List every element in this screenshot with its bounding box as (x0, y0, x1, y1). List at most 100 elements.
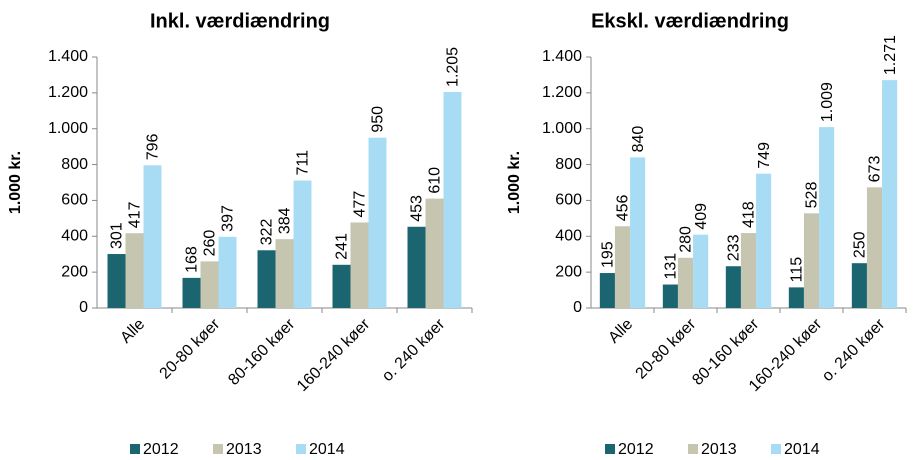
value-label: 397 (220, 205, 237, 232)
bar (275, 239, 294, 308)
x-tick-label: 20-80 køer (157, 315, 224, 382)
y-tick-label: 400 (555, 228, 582, 245)
y-tick-label: 1.000 (48, 120, 88, 137)
value-label: 453 (409, 195, 426, 222)
bar (677, 257, 694, 308)
bar (350, 222, 369, 308)
bar (866, 187, 883, 308)
value-label: 528 (804, 182, 821, 209)
x-tick-label: Alle (605, 316, 636, 347)
legend-swatch (688, 444, 698, 454)
value-label: 115 (789, 257, 806, 283)
value-label: 840 (630, 126, 647, 153)
value-label: 250 (852, 231, 869, 258)
bar (107, 254, 126, 308)
value-label: 418 (741, 201, 758, 228)
bar (293, 180, 312, 308)
value-label: 417 (127, 201, 144, 228)
bar (182, 277, 201, 308)
value-label: 673 (867, 156, 884, 183)
legend-label: 2014 (784, 441, 820, 458)
legend-swatch (296, 444, 306, 454)
x-tick-label: o. 240 køer (819, 315, 889, 385)
bar (332, 264, 351, 308)
bar (693, 234, 709, 308)
bar (851, 263, 867, 308)
bar (882, 80, 898, 308)
x-tick-label: Alle (117, 316, 148, 347)
bar (662, 284, 678, 308)
legend-label: 2014 (309, 441, 345, 458)
legend-label: 2013 (226, 441, 262, 458)
bar (614, 226, 631, 308)
value-label: 1.271 (882, 35, 899, 75)
y-axis-label: 1.000 kr. (7, 151, 24, 214)
bar (630, 157, 646, 308)
y-axis-label: 1.000 kr. (506, 151, 523, 214)
value-label: 322 (259, 218, 276, 245)
bar (740, 233, 757, 308)
value-label: 1.205 (445, 47, 462, 87)
y-tick-label: 0 (573, 299, 582, 316)
x-tick-label: 160-240 køer (294, 315, 374, 395)
legend-swatch (605, 444, 615, 454)
value-label: 384 (277, 207, 294, 234)
bar (599, 273, 615, 308)
value-label: 477 (352, 191, 369, 218)
y-tick-label: 0 (79, 299, 88, 316)
bar (756, 173, 772, 308)
value-label: 260 (202, 230, 219, 257)
value-label: 168 (184, 246, 201, 273)
value-label: 233 (726, 234, 743, 261)
y-tick-label: 400 (61, 228, 88, 245)
bar (425, 198, 444, 308)
value-label: 409 (693, 203, 710, 230)
value-label: 131 (663, 253, 680, 280)
legend-swatch (771, 444, 781, 454)
value-label: 241 (334, 233, 351, 260)
bar (125, 233, 144, 308)
legend-label: 2012 (618, 441, 654, 458)
x-tick-label: 20-80 køer (633, 315, 700, 382)
y-tick-label: 200 (555, 263, 582, 280)
y-tick-label: 1.200 (48, 84, 88, 101)
bar (218, 236, 237, 308)
bar (257, 250, 276, 308)
bar (803, 213, 820, 308)
x-tick-label: o. 240 køer (379, 315, 449, 385)
bar (407, 226, 426, 308)
value-label: 749 (756, 142, 773, 169)
value-label: 456 (615, 194, 632, 221)
legend-swatch (213, 444, 223, 454)
x-tick-label: 80-160 køer (225, 315, 299, 389)
value-label: 1.009 (819, 82, 836, 122)
value-label: 950 (370, 106, 387, 133)
value-label: 301 (109, 222, 126, 249)
bar (200, 261, 219, 308)
y-tick-label: 1.200 (542, 84, 582, 101)
y-tick-label: 1.400 (542, 48, 582, 65)
legend-label: 2012 (143, 441, 179, 458)
bar (725, 266, 741, 308)
y-tick-label: 800 (61, 156, 88, 173)
y-tick-label: 1.400 (48, 48, 88, 65)
value-label: 195 (600, 241, 617, 268)
chart-title: Inkl. værdiændring (150, 10, 330, 32)
y-tick-label: 1.000 (542, 120, 582, 137)
bar (368, 137, 387, 308)
bar (443, 91, 462, 308)
value-label: 280 (678, 226, 695, 253)
y-tick-label: 800 (555, 156, 582, 173)
value-label: 796 (145, 133, 162, 160)
bar (143, 165, 162, 308)
chart-title: Ekskl. værdiændring (591, 10, 789, 32)
y-tick-label: 600 (61, 192, 88, 209)
y-tick-label: 600 (555, 192, 582, 209)
y-tick-label: 200 (61, 263, 88, 280)
value-label: 610 (427, 167, 444, 194)
legend-swatch (130, 444, 140, 454)
bar (819, 127, 835, 309)
value-label: 711 (295, 150, 312, 176)
bar (788, 287, 804, 308)
